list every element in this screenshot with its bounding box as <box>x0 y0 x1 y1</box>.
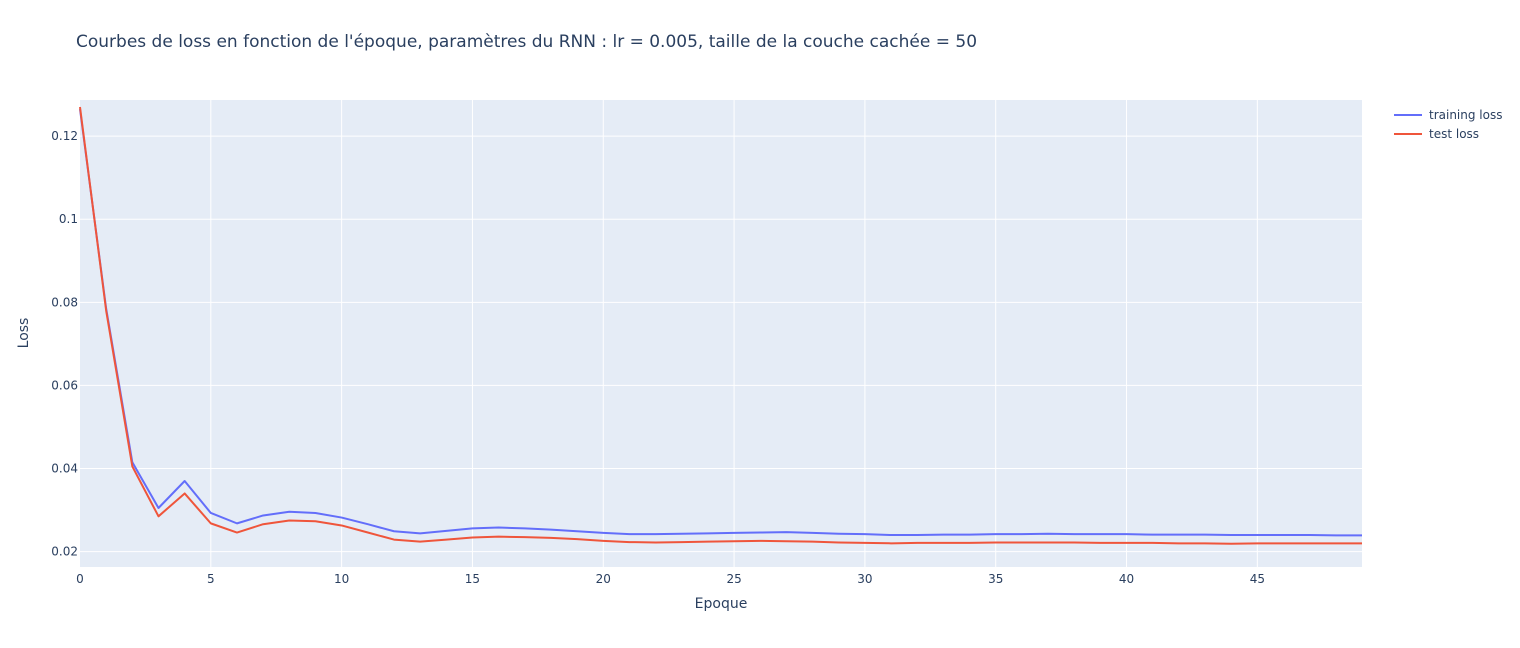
grid-lines <box>80 100 1362 567</box>
legend-label: training loss <box>1429 108 1502 122</box>
y-tick-label: 0.02 <box>51 545 78 559</box>
series-line-training-loss[interactable] <box>79 109 1362 537</box>
x-tick-label: 0 <box>76 572 84 586</box>
y-tick-label: 0.06 <box>51 378 78 392</box>
legend-item-training-loss[interactable]: training loss <box>1394 108 1502 122</box>
x-axis-ticks: 0 5 10 15 20 25 30 35 40 45 <box>76 572 1265 586</box>
y-axis-title: Loss <box>16 318 32 349</box>
chart-title: Courbes de loss en fonction de l'époque,… <box>76 32 978 52</box>
y-axis-ticks: 0.02 0.04 0.06 0.08 0.1 0.12 <box>51 129 78 558</box>
x-tick-label: 35 <box>988 572 1003 586</box>
x-tick-label: 40 <box>1119 572 1134 586</box>
x-tick-label: 20 <box>596 572 611 586</box>
series-lines[interactable] <box>79 106 1362 545</box>
x-tick-label: 5 <box>207 572 215 586</box>
y-tick-label: 0.04 <box>51 462 78 476</box>
x-axis-title: Epoque <box>695 596 748 612</box>
y-tick-label: 0.12 <box>51 129 78 143</box>
x-tick-label: 15 <box>465 572 480 586</box>
x-tick-label: 45 <box>1250 572 1265 586</box>
x-tick-label: 30 <box>857 572 872 586</box>
x-tick-label: 10 <box>334 572 349 586</box>
y-tick-label: 0.1 <box>59 212 78 226</box>
y-tick-label: 0.08 <box>51 295 78 309</box>
x-tick-label: 25 <box>726 572 741 586</box>
plot-area <box>80 100 1362 567</box>
legend[interactable]: training loss test loss <box>1394 108 1502 141</box>
legend-label: test loss <box>1429 127 1479 141</box>
legend-item-test-loss[interactable]: test loss <box>1394 127 1479 141</box>
series-line-test-loss[interactable] <box>79 106 1362 545</box>
